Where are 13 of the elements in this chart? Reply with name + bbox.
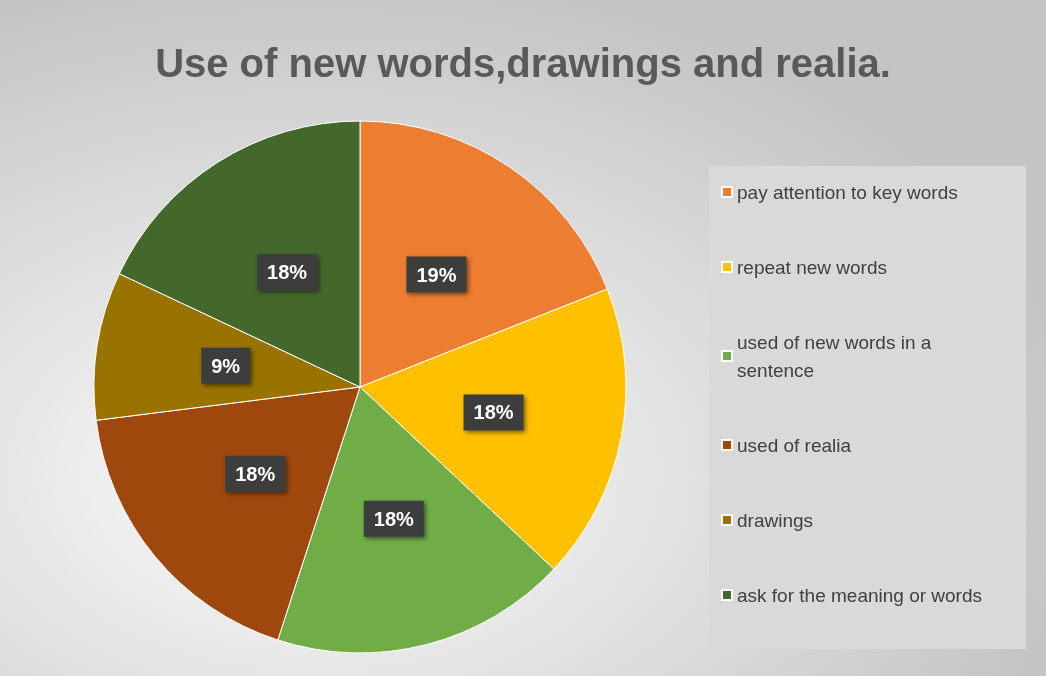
data-label: 19%	[416, 263, 457, 286]
legend-label: repeat new words	[737, 256, 887, 278]
chart-title: Use of new words,drawings and realia.	[155, 41, 891, 85]
legend-label: used of new words in a sentence	[737, 331, 937, 381]
legend-label: used of realia	[737, 434, 852, 456]
legend-label: drawings	[737, 509, 814, 531]
legend-label: ask for the meaning or words	[737, 584, 983, 606]
data-label: 18%	[473, 401, 514, 424]
data-label: 9%	[211, 354, 241, 377]
data-label: 18%	[267, 261, 308, 284]
data-label: 18%	[235, 462, 276, 485]
legend-label: pay attention to key words	[737, 181, 958, 203]
data-label: 18%	[373, 507, 415, 530]
